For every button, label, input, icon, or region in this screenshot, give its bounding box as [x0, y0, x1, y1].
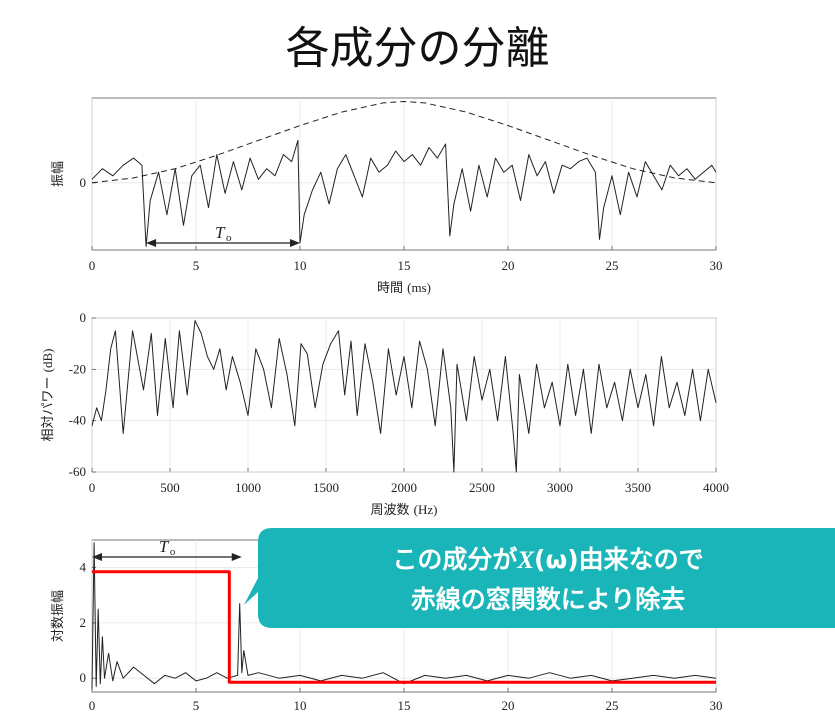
- y-tick-label: 0: [80, 670, 87, 685]
- x-axis-label-text: 時間: [377, 281, 407, 296]
- x-tick-label: 1000: [235, 480, 261, 495]
- y-tick-label: 0: [80, 175, 87, 190]
- callout-variable: X: [516, 547, 535, 574]
- series-line-0: [91, 320, 717, 473]
- period-arrow-head-left: [146, 239, 157, 247]
- period-arrow-head-right: [290, 239, 300, 247]
- y-tick-label: 4: [80, 560, 87, 575]
- x-tick-label: 3500: [625, 480, 651, 495]
- x-tick-label: 15: [398, 698, 411, 713]
- x-tick-label: 0: [89, 480, 96, 495]
- x-axis-label: 周波数 (Hz): [371, 502, 438, 518]
- y-tick-label: -20: [69, 361, 86, 376]
- x-axis-label-text: 周波数: [371, 503, 414, 518]
- callout-line-1-pre: この成分が: [392, 545, 517, 574]
- x-tick-label: 20: [502, 698, 515, 713]
- callout-paren: (ω): [534, 545, 579, 574]
- callout: この成分がX(ω)由来なので 赤線の窓関数により除去: [244, 528, 835, 628]
- x-axis-label-unit: (Hz): [414, 502, 438, 517]
- waveform-chart: 0 5 10 15 20 25 30 0 T o 時間 (ms) 振幅: [51, 97, 723, 296]
- y-axis-label: 振幅: [51, 161, 66, 187]
- x-tick-label: 2000: [391, 480, 417, 495]
- x-tick-label: 2500: [469, 480, 495, 495]
- y-axis-label: 対数振幅: [51, 590, 66, 642]
- period-label-subscript: o: [170, 546, 176, 558]
- series-line-0: [91, 542, 717, 690]
- series-line-1: [92, 570, 716, 684]
- period-label: T: [215, 223, 226, 242]
- period-label: T: [159, 537, 170, 556]
- period-label-subscript: o: [226, 232, 232, 244]
- x-tick-label: 3000: [547, 480, 573, 495]
- slide-title: 各成分の分離: [285, 23, 550, 74]
- series-line-0: [91, 139, 717, 247]
- y-tick-label: -60: [69, 464, 86, 479]
- y-axis-label-text: 振幅: [51, 161, 66, 187]
- x-tick-label: 10: [294, 258, 307, 273]
- callout-line-2: 赤線の窓関数により除去: [411, 585, 686, 614]
- x-tick-label: 20: [502, 258, 515, 273]
- x-tick-label: 10: [294, 698, 307, 713]
- series-line-1: [91, 101, 717, 184]
- x-tick-label: 1500: [313, 480, 339, 495]
- x-tick-label: 25: [606, 258, 619, 273]
- callout-line-1-post: 由来なので: [579, 545, 704, 574]
- x-axis-label: 時間 (ms): [377, 280, 431, 296]
- x-tick-label: 4000: [703, 480, 729, 495]
- spectrum-chart: 0 500 1000 1500 2000 2500 3000 3500 4000 0 -20 -40 -…: [40, 310, 729, 518]
- x-tick-label: 0: [89, 698, 96, 713]
- callout-bubble: [244, 528, 835, 628]
- y-axis-label-unit: (dB): [40, 349, 55, 373]
- x-tick-label: 0: [89, 258, 96, 273]
- x-tick-label: 30: [710, 258, 723, 273]
- period-arrow-head-left: [92, 553, 102, 561]
- y-tick-label: -40: [69, 413, 86, 428]
- y-axis-label-text: 対数振幅: [51, 590, 66, 642]
- y-tick-label: 2: [80, 615, 87, 630]
- x-tick-label: 25: [606, 698, 619, 713]
- x-axis-label-unit: (ms): [407, 280, 431, 295]
- y-axis-label: 相対パワー (dB): [40, 349, 56, 442]
- period-arrow-head-right: [231, 553, 242, 561]
- y-axis-label-text: 相対パワー: [41, 372, 56, 441]
- y-tick-label: 0: [80, 310, 87, 325]
- x-tick-label: 30: [710, 698, 723, 713]
- x-tick-label: 15: [398, 258, 411, 273]
- x-tick-label: 5: [193, 258, 200, 273]
- x-tick-label: 500: [160, 480, 180, 495]
- x-tick-label: 5: [193, 698, 200, 713]
- callout-line-1: この成分がX(ω)由来なので: [392, 545, 703, 574]
